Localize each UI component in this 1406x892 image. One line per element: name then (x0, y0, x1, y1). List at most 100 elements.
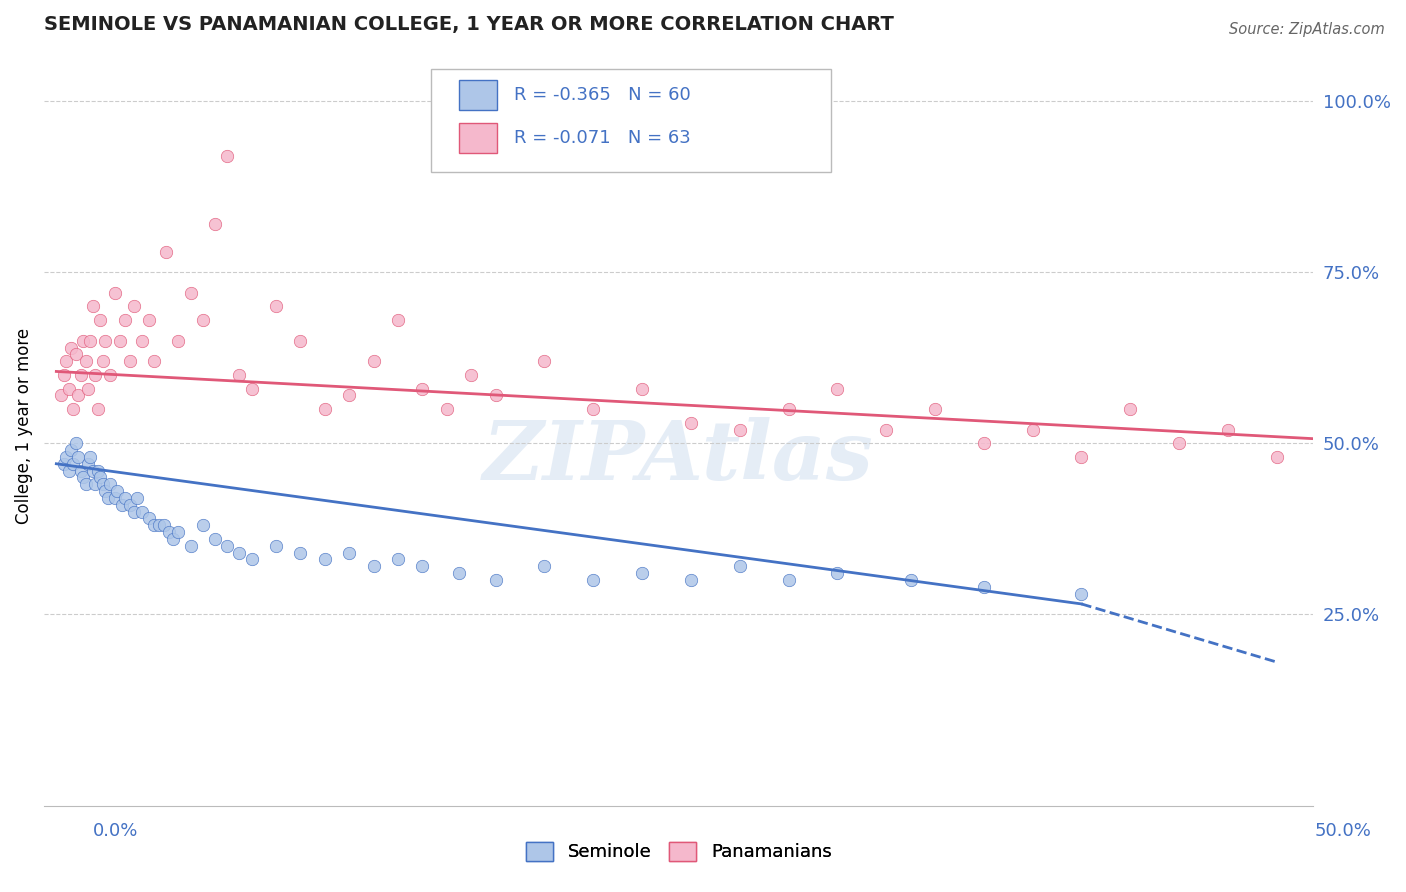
Point (142, 518, 165, 533)
Point (485, 573, 508, 587)
Text: ZIPAtlas: ZIPAtlas (484, 417, 875, 497)
Text: R = -0.365   N = 60: R = -0.365 N = 60 (513, 86, 690, 104)
Point (314, 402, 336, 417)
Point (337, 546, 360, 560)
Point (155, 244, 177, 259)
Point (180, 539, 202, 553)
Point (533, 354, 555, 368)
Point (82, 300, 104, 314)
Point (58, 464, 80, 478)
Point (533, 559, 555, 574)
Point (204, 218, 226, 232)
Point (679, 573, 702, 587)
Point (778, 402, 800, 417)
Point (485, 388, 508, 402)
Point (82, 464, 104, 478)
Point (77, 382, 100, 396)
Point (240, 382, 263, 396)
Point (875, 423, 897, 437)
Point (69, 368, 91, 382)
Point (84, 368, 107, 382)
Point (387, 552, 409, 566)
FancyBboxPatch shape (432, 70, 831, 172)
Point (67, 450, 90, 464)
Point (62, 457, 84, 471)
Point (114, 313, 136, 327)
Text: R = -0.071   N = 63: R = -0.071 N = 63 (513, 128, 690, 147)
Point (55, 450, 77, 464)
Point (1216, 423, 1239, 437)
Point (87, 402, 110, 417)
Point (131, 334, 153, 348)
Point (290, 334, 312, 348)
Point (363, 354, 385, 368)
Point (582, 573, 605, 587)
Point (1021, 423, 1043, 437)
Point (148, 518, 170, 533)
Point (89, 313, 111, 327)
Point (72, 334, 94, 348)
Point (79, 450, 101, 464)
Point (59, 443, 82, 458)
Point (79, 334, 101, 348)
Point (75, 354, 97, 368)
Point (118, 498, 141, 512)
Point (631, 566, 654, 581)
Point (84, 477, 107, 491)
Point (94, 484, 117, 499)
Point (1362, 470, 1385, 484)
FancyBboxPatch shape (460, 79, 498, 111)
Point (162, 532, 184, 546)
Text: SEMINOLE VS PANAMANIAN COLLEGE, 1 YEAR OR MORE CORRELATION CHART: SEMINOLE VS PANAMANIAN COLLEGE, 1 YEAR O… (44, 15, 894, 34)
Point (411, 382, 433, 396)
Point (69, 464, 91, 478)
Point (1119, 402, 1142, 417)
Point (97, 491, 120, 505)
Point (67, 388, 90, 402)
Point (264, 539, 287, 553)
Point (55, 354, 77, 368)
Point (314, 552, 336, 566)
Point (728, 559, 751, 574)
Point (167, 525, 190, 540)
Point (105, 484, 128, 499)
Point (118, 354, 141, 368)
Point (98, 368, 121, 382)
Point (62, 402, 84, 417)
Point (124, 300, 146, 314)
Point (1265, 450, 1288, 464)
Point (87, 464, 110, 478)
Point (728, 423, 751, 437)
Point (1168, 436, 1191, 450)
Point (52, 457, 75, 471)
Point (104, 285, 127, 300)
Text: 0.0%: 0.0% (93, 822, 138, 840)
Point (217, 149, 239, 163)
Point (290, 546, 312, 560)
Point (94, 334, 117, 348)
Point (924, 402, 946, 417)
Point (228, 546, 250, 560)
Point (217, 539, 239, 553)
Point (1070, 450, 1092, 464)
Point (98, 477, 121, 491)
Point (778, 573, 800, 587)
Point (59, 341, 82, 355)
Point (387, 313, 409, 327)
Point (72, 470, 94, 484)
Point (191, 518, 214, 533)
Point (51, 388, 73, 402)
Point (447, 566, 470, 581)
Point (75, 477, 97, 491)
Point (111, 498, 134, 512)
Text: 50.0%: 50.0% (1315, 822, 1371, 840)
Text: Source: ZipAtlas.com: Source: ZipAtlas.com (1229, 22, 1385, 37)
Point (460, 368, 482, 382)
Point (114, 491, 136, 505)
Point (65, 436, 87, 450)
Point (582, 402, 605, 417)
Point (157, 525, 180, 540)
Point (108, 334, 131, 348)
Point (52, 368, 75, 382)
Point (167, 334, 190, 348)
